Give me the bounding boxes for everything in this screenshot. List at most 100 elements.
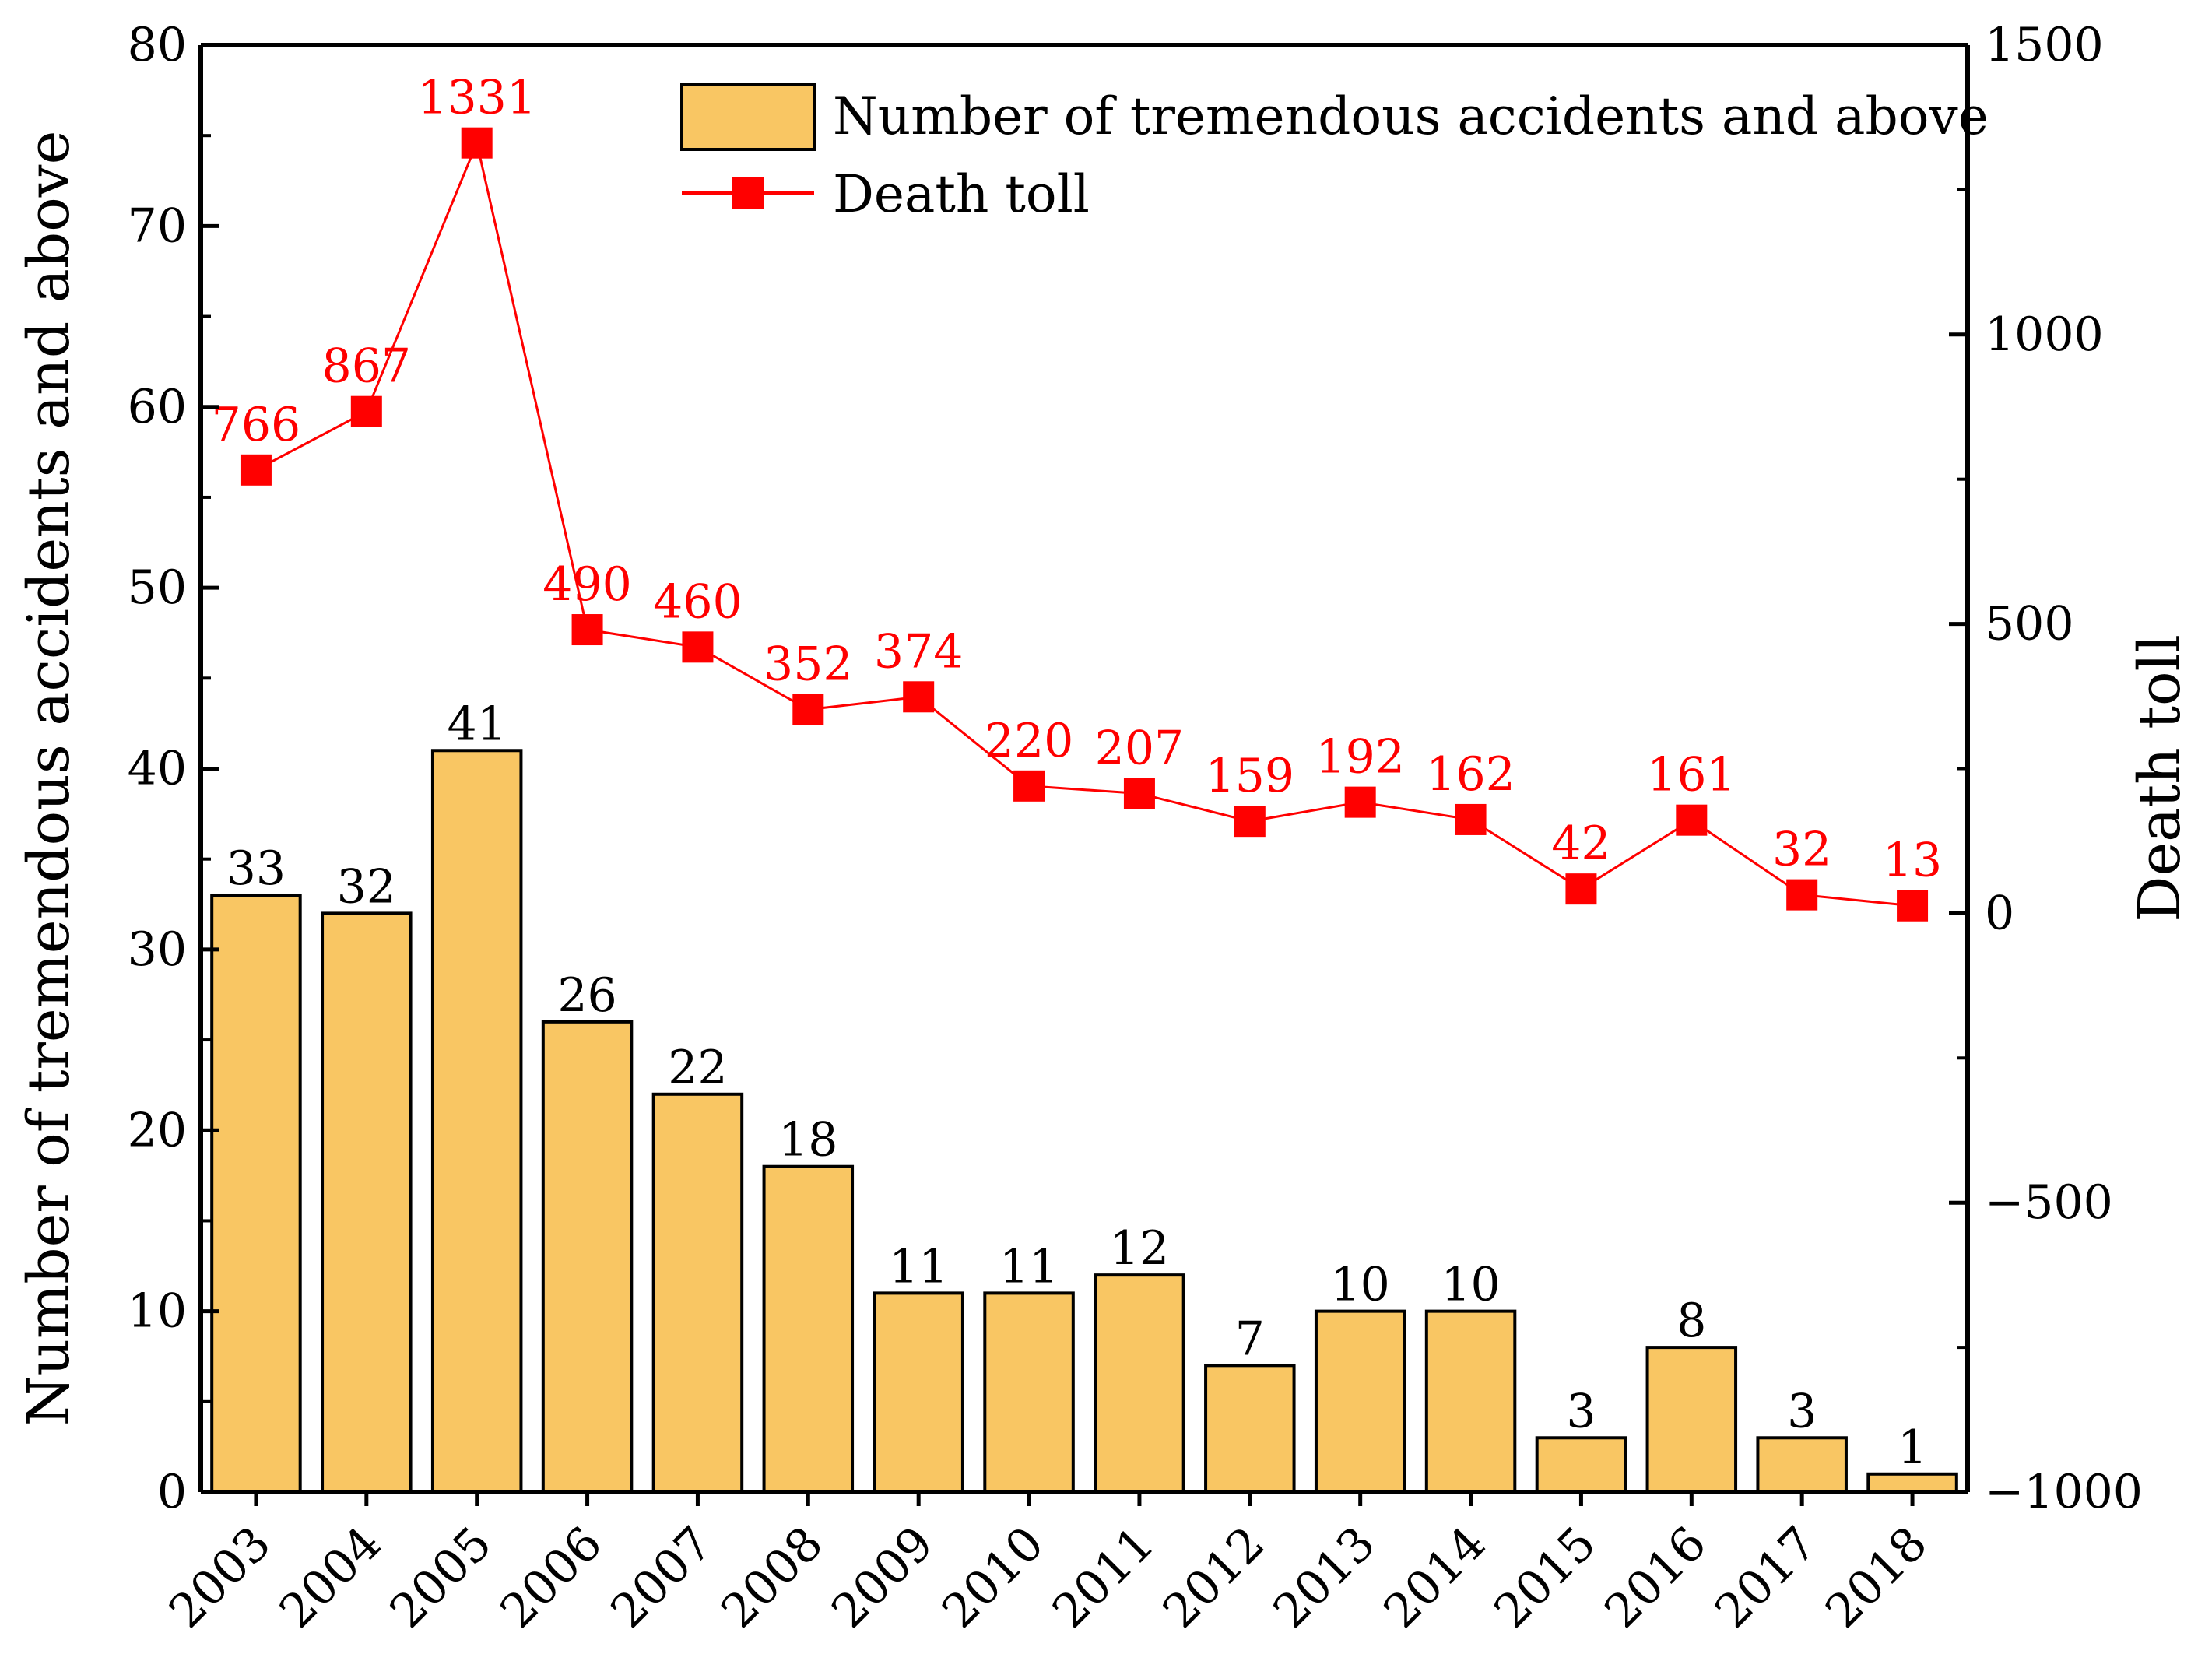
right-tick-label: −1000: [1985, 1465, 2143, 1519]
death-toll-label-2012: 159: [1206, 749, 1295, 803]
left-tick-label: 40: [128, 742, 187, 796]
death-toll-marker-2016: [1676, 804, 1708, 836]
x-tick-label-2008: 2008: [711, 1516, 833, 1638]
bar-label-2010: 11: [999, 1239, 1059, 1294]
death-toll-marker-2012: [1234, 806, 1266, 838]
legend-line-label: Death toll: [833, 164, 1090, 224]
death-toll-label-2015: 42: [1551, 816, 1610, 871]
axes: [198, 43, 1970, 1494]
death-toll-marker-2008: [792, 694, 824, 725]
bar-2013: [1314, 1309, 1406, 1494]
legend-line-marker: [732, 177, 764, 209]
death-toll-label-2008: 352: [764, 637, 853, 692]
death-toll-marker-2007: [682, 631, 714, 663]
bar-2018: [1866, 1472, 1958, 1494]
x-tick-label-2016: 2016: [1594, 1516, 1716, 1638]
death-toll-label-2013: 192: [1315, 730, 1405, 785]
bar-label-2018: 1: [1898, 1420, 1927, 1475]
x-tick-label-2011: 2011: [1042, 1516, 1164, 1638]
bar-label-2008: 18: [778, 1113, 837, 1168]
bar-data-labels: 33 32 41 26 22 18 11 11 12 7 10 10 3 8 3 1: [226, 697, 1927, 1474]
bar-2003: [210, 894, 302, 1494]
death-toll-marker-2014: [1455, 803, 1487, 835]
left-tick-label: 70: [128, 198, 187, 253]
x-tick-label-2005: 2005: [380, 1516, 502, 1638]
bar-label-2012: 7: [1235, 1312, 1265, 1366]
death-toll-label-2014: 162: [1426, 747, 1515, 802]
bar-2008: [762, 1164, 855, 1494]
bar-2012: [1204, 1364, 1296, 1494]
bar-2010: [983, 1291, 1075, 1494]
x-tick-label-2009: 2009: [821, 1516, 943, 1638]
death-toll-label-2006: 490: [542, 557, 632, 612]
death-toll-marker-2015: [1565, 873, 1597, 905]
right-tick-label: 1000: [1985, 307, 2104, 362]
death-toll-label-2003: 766: [212, 398, 301, 452]
x-tick-label-2018: 2018: [1815, 1516, 1937, 1638]
bar-2004: [321, 911, 413, 1494]
bar-2011: [1094, 1273, 1185, 1494]
bar-label-2013: 10: [1331, 1258, 1390, 1312]
x-tick-label-2014: 2014: [1374, 1516, 1496, 1638]
bar-label-2016: 8: [1677, 1294, 1706, 1348]
x-tick-label-2003: 2003: [159, 1516, 281, 1638]
bar-2007: [651, 1092, 744, 1494]
bar-label-2009: 11: [889, 1239, 948, 1294]
legend-bar-label: Number of tremendous accidents and above: [833, 86, 1989, 146]
death-toll-label-2010: 220: [985, 714, 1074, 768]
x-tick-label-2007: 2007: [601, 1516, 723, 1638]
bar-2017: [1756, 1436, 1848, 1494]
death-toll-marker-2009: [903, 681, 935, 713]
right-axis-title: Death toll: [2126, 634, 2193, 922]
x-tick-label-2010: 2010: [932, 1516, 1054, 1638]
bar-2006: [541, 1020, 634, 1494]
right-tick-label: 0: [1985, 886, 2014, 940]
death-toll-marker-2013: [1344, 786, 1376, 818]
death-toll-marker-2006: [571, 614, 603, 646]
bar-label-2007: 22: [668, 1041, 727, 1095]
x-tick-label-2013: 2013: [1263, 1516, 1385, 1638]
left-tick-label: 30: [128, 922, 187, 977]
line-data-labels: 766 867 1331 490 460 352 374 220 207 159 192 162 42 1…: [212, 71, 1943, 888]
bar-2014: [1424, 1309, 1517, 1494]
death-toll-label-2005: 1331: [417, 71, 536, 125]
bar-label-2003: 33: [226, 841, 286, 896]
bar-label-2005: 41: [448, 697, 507, 751]
bar-label-2015: 3: [1566, 1384, 1596, 1438]
death-toll-marker-2010: [1013, 770, 1045, 802]
death-toll-label-2018: 13: [1883, 834, 1942, 888]
legend-bar-swatch: [680, 83, 816, 151]
right-tick-label: −500: [1985, 1175, 2113, 1230]
death-toll-label-2007: 460: [653, 574, 743, 629]
left-tick-label: 10: [128, 1284, 187, 1339]
line-series: [240, 127, 1929, 922]
left-tick-label: 80: [128, 18, 187, 72]
bar-2016: [1645, 1346, 1738, 1494]
bar-series: [210, 749, 1958, 1494]
left-axis-title: Number of tremendous accidents and above: [16, 131, 83, 1427]
bar-2009: [873, 1291, 964, 1494]
death-toll-line: [255, 139, 1913, 908]
left-axis-ticks: 0 10 20 30 40 50 60 70 80: [128, 18, 219, 1519]
death-toll-marker-2018: [1897, 890, 1929, 922]
right-tick-label: 500: [1985, 597, 2074, 651]
x-tick-label-2012: 2012: [1153, 1516, 1275, 1638]
x-tick-label-2015: 2015: [1484, 1516, 1606, 1638]
death-toll-marker-2005: [461, 127, 493, 159]
right-axis-ticks: −1000 −500 0 500 1000 1500: [1949, 18, 2143, 1519]
legend: Number of tremendous accidents and above…: [680, 83, 1989, 224]
death-toll-marker-2004: [350, 395, 382, 427]
left-tick-label: 0: [157, 1465, 187, 1519]
x-axis-ticks: 2003200420052006200720082009201020112012…: [159, 1492, 1938, 1639]
left-tick-label: 60: [128, 380, 187, 434]
bar-label-2011: 12: [1110, 1221, 1169, 1276]
death-toll-marker-2011: [1123, 778, 1155, 809]
bar-label-2004: 32: [337, 859, 396, 914]
bar-label-2017: 3: [1787, 1384, 1817, 1438]
death-toll-marker-2003: [240, 454, 272, 486]
bar-2005: [430, 749, 523, 1494]
left-tick-label: 50: [128, 560, 187, 615]
death-toll-marker-2017: [1786, 879, 1818, 911]
death-toll-label-2016: 161: [1647, 748, 1736, 802]
